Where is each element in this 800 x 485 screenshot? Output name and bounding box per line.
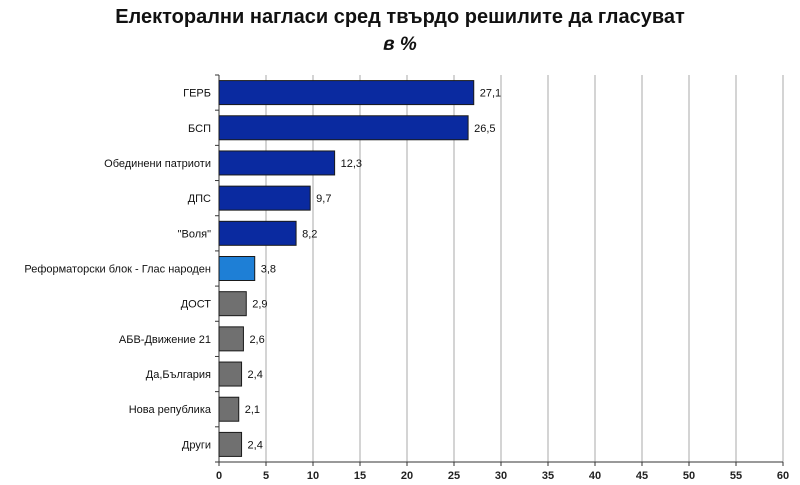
category-label: ДПС [188,193,211,205]
category-label: ГЕРБ [183,88,211,100]
x-tick-label: 30 [495,470,507,482]
bar [218,361,243,387]
data-label: 3,8 [261,264,276,276]
x-tick-label: 55 [730,470,742,482]
category-label: БСП [188,123,211,135]
data-label: 2,6 [249,334,264,346]
bar [218,115,469,141]
bar [218,150,336,176]
x-tick-label: 60 [777,470,789,482]
bar [218,220,297,246]
x-tick-label: 20 [401,470,413,482]
category-label: Нова република [129,404,212,416]
category-label: "Воля" [178,228,211,240]
category-label: Реформаторски блок - Глас народен [24,264,211,276]
x-tick-label: 15 [354,470,366,482]
bar [218,326,244,352]
x-tick-label: 5 [263,470,269,482]
data-label: 12,3 [341,158,362,170]
x-tick-label: 25 [448,470,460,482]
category-label: Обединени патриоти [104,158,211,170]
data-label: 27,1 [480,88,501,100]
bar [218,185,311,211]
bar [218,291,247,317]
x-tick-label: 40 [589,470,601,482]
x-tick-label: 10 [307,470,319,482]
category-label: ДОСТ [181,299,212,311]
data-label: 9,7 [316,193,331,205]
x-tick-label: 0 [216,470,222,482]
data-label: 2,9 [252,299,267,311]
x-tick-label: 50 [683,470,695,482]
bar [218,80,475,106]
chart-subtitle: в % [383,34,417,55]
chart-title: Електорални нагласи сред твърдо решилите… [115,6,685,28]
x-tick-label: 35 [542,470,554,482]
bar [218,396,240,422]
data-label: 8,2 [302,228,317,240]
bar [218,431,243,457]
category-label: Да,България [146,369,211,381]
data-label: 2,4 [248,439,263,451]
data-label: 26,5 [474,123,495,135]
bar [218,256,256,281]
category-label: АБВ-Движение 21 [119,334,211,346]
x-tick-label: 45 [636,470,648,482]
data-label: 2,1 [245,404,260,416]
category-label: Други [182,439,211,451]
data-label: 2,4 [248,369,263,381]
